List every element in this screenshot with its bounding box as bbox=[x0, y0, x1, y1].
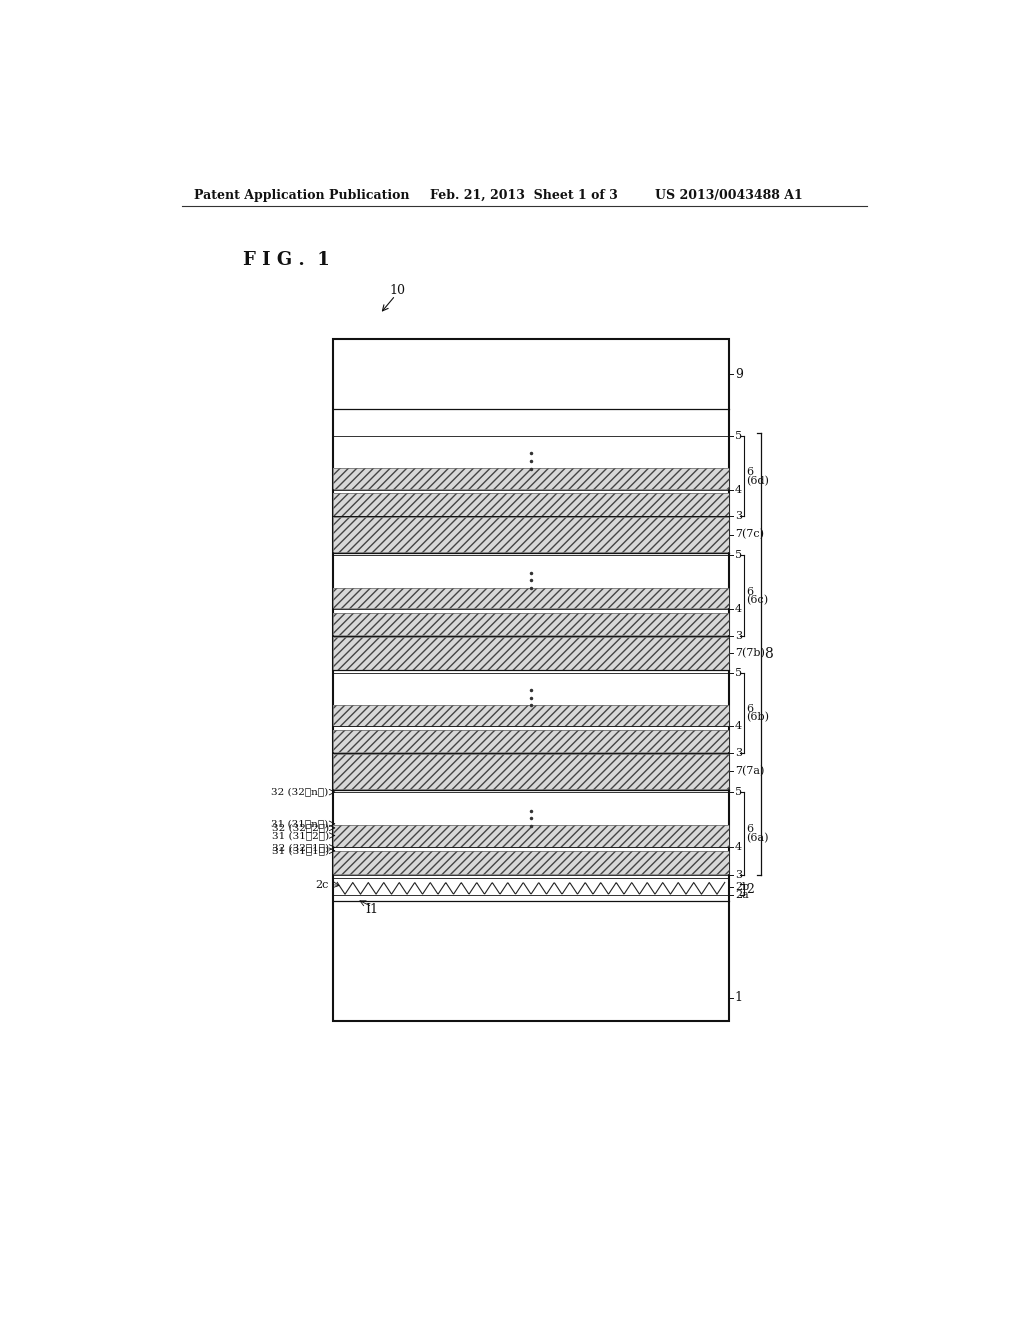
Text: 3: 3 bbox=[735, 631, 742, 640]
Text: 2a: 2a bbox=[735, 890, 749, 900]
Bar bbox=[334, 587, 729, 609]
Bar bbox=[334, 730, 729, 752]
Text: 32 (32〈2〉): 32 (32〈2〉) bbox=[271, 824, 329, 833]
Bar bbox=[334, 705, 729, 726]
Bar bbox=[334, 705, 729, 726]
Bar bbox=[334, 636, 729, 669]
Text: 10: 10 bbox=[390, 284, 406, 297]
Text: Patent Application Publication: Patent Application Publication bbox=[194, 189, 410, 202]
Bar bbox=[334, 612, 729, 635]
Bar bbox=[334, 469, 729, 490]
Text: 32 (32〈n〉): 32 (32〈n〉) bbox=[271, 788, 329, 796]
Text: 4: 4 bbox=[735, 605, 742, 614]
Text: 9: 9 bbox=[735, 367, 742, 380]
Bar bbox=[334, 494, 729, 516]
Bar bbox=[334, 469, 729, 490]
Text: 4: 4 bbox=[735, 484, 742, 495]
Bar bbox=[334, 851, 729, 874]
Bar bbox=[334, 587, 729, 609]
Text: F I G .  1: F I G . 1 bbox=[243, 251, 330, 269]
Text: 2b: 2b bbox=[735, 882, 750, 892]
Text: (6b): (6b) bbox=[746, 713, 769, 722]
Text: 6: 6 bbox=[746, 825, 754, 834]
Text: 3: 3 bbox=[735, 748, 742, 758]
Bar bbox=[334, 730, 729, 752]
Bar bbox=[334, 851, 729, 874]
Text: US 2013/0043488 A1: US 2013/0043488 A1 bbox=[655, 189, 803, 202]
Text: 6: 6 bbox=[746, 704, 754, 714]
Text: 5: 5 bbox=[735, 668, 742, 677]
Text: 3: 3 bbox=[735, 870, 742, 879]
Bar bbox=[334, 494, 729, 516]
Text: 1: 1 bbox=[735, 991, 742, 1005]
Text: 4: 4 bbox=[735, 722, 742, 731]
Text: (6a): (6a) bbox=[746, 833, 769, 843]
Bar bbox=[334, 754, 729, 789]
Text: 31 (31〈2〉): 31 (31〈2〉) bbox=[271, 832, 329, 840]
Text: 5: 5 bbox=[735, 787, 742, 797]
Text: 6: 6 bbox=[746, 467, 754, 477]
Text: 5: 5 bbox=[735, 430, 742, 441]
Text: 31 (31〈1〉): 31 (31〈1〉) bbox=[271, 846, 329, 855]
Text: 7(7c): 7(7c) bbox=[735, 529, 764, 540]
Text: I1: I1 bbox=[366, 903, 379, 916]
Bar bbox=[334, 517, 729, 552]
Text: Feb. 21, 2013  Sheet 1 of 3: Feb. 21, 2013 Sheet 1 of 3 bbox=[430, 189, 618, 202]
Bar bbox=[334, 517, 729, 552]
Text: (6d): (6d) bbox=[746, 475, 769, 486]
Text: 2: 2 bbox=[746, 883, 755, 896]
Text: (6c): (6c) bbox=[746, 595, 769, 605]
Bar bbox=[334, 612, 729, 635]
Bar bbox=[334, 339, 729, 1020]
Bar bbox=[334, 825, 729, 846]
Text: 5: 5 bbox=[735, 550, 742, 560]
Text: 4: 4 bbox=[735, 842, 742, 853]
Bar bbox=[334, 825, 729, 846]
Text: 2c: 2c bbox=[315, 879, 329, 890]
Text: 6: 6 bbox=[746, 586, 754, 597]
Bar bbox=[334, 636, 729, 669]
Text: 8: 8 bbox=[764, 647, 773, 661]
Text: 3: 3 bbox=[735, 511, 742, 521]
Bar bbox=[334, 754, 729, 789]
Text: 7(7b): 7(7b) bbox=[735, 648, 765, 659]
Text: 31 (31〈n〉): 31 (31〈n〉) bbox=[271, 820, 329, 829]
Text: 32 (32〈1〉): 32 (32〈1〉) bbox=[271, 843, 329, 851]
Text: 7(7a): 7(7a) bbox=[735, 766, 764, 776]
